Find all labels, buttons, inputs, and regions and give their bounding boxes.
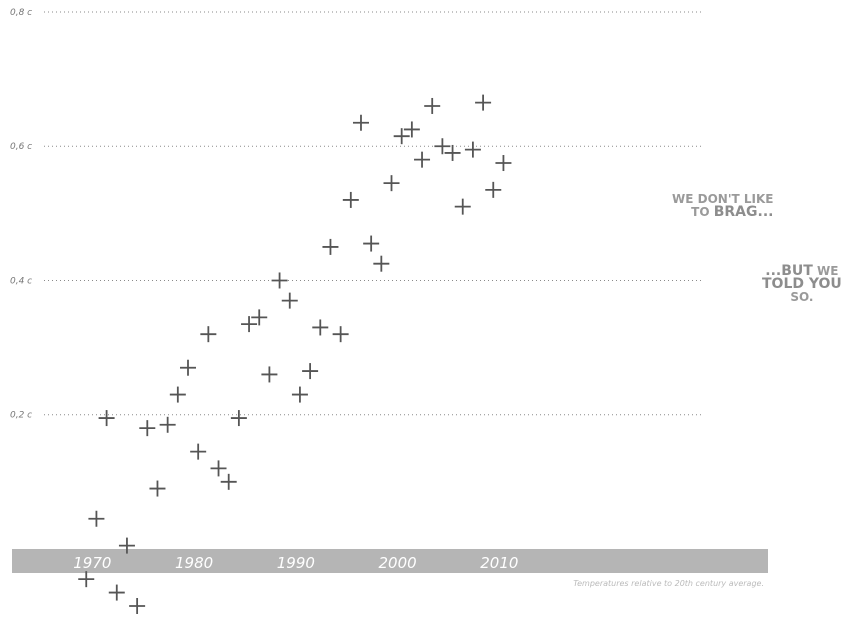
- data-point: [322, 238, 339, 255]
- data-point: [261, 366, 278, 383]
- data-point: [454, 198, 471, 215]
- data-point: [190, 443, 207, 460]
- data-point: [251, 309, 268, 326]
- data-point: [393, 128, 410, 145]
- data-point: [291, 386, 308, 403]
- data-point: [200, 326, 217, 343]
- data-point: [434, 138, 451, 155]
- y-tick-label: 0,6 c: [10, 142, 32, 152]
- annotation-told-rest: we: [812, 264, 839, 278]
- data-point: [169, 386, 186, 403]
- data-point: [352, 114, 369, 131]
- data-point: [475, 94, 492, 111]
- annotation-brag-prefix: to: [691, 205, 714, 219]
- data-point: [220, 473, 237, 490]
- data-point: [485, 181, 502, 198]
- data-point: [464, 141, 481, 158]
- annotation-told-line3: so.: [790, 290, 814, 304]
- x-axis-band: [12, 549, 768, 573]
- data-point: [78, 571, 95, 588]
- data-point: [444, 144, 461, 161]
- data-point: [302, 363, 319, 380]
- y-tick-label: 0,4 c: [10, 276, 32, 286]
- data-point: [88, 510, 105, 527]
- data-point: [210, 460, 227, 477]
- data-point: [281, 292, 298, 309]
- annotation-told-line1: ...but we: [762, 263, 842, 279]
- y-tick-label: 0,2 c: [10, 411, 32, 421]
- data-point: [129, 598, 146, 614]
- data-point: [108, 584, 125, 601]
- data-point: [403, 121, 420, 138]
- data-point: [363, 235, 380, 252]
- annotation-brag: We don't like to brag...: [672, 192, 774, 220]
- data-point: [383, 175, 400, 192]
- data-point: [159, 416, 176, 433]
- x-tick-label: 1970: [73, 554, 111, 572]
- data-point: [98, 410, 115, 427]
- data-point: [342, 191, 359, 208]
- data-point: [149, 480, 166, 497]
- data-point: [230, 410, 247, 427]
- data-point: [332, 326, 349, 343]
- data-point: [312, 319, 329, 336]
- y-tick-label: 0,8 c: [10, 8, 32, 18]
- annotation-told-line2: told you: [762, 276, 842, 292]
- data-point: [414, 151, 431, 168]
- x-tick-label: 1990: [277, 554, 315, 572]
- data-point: [180, 359, 196, 376]
- data-point: [424, 97, 441, 114]
- data-point: [271, 272, 288, 289]
- x-tick-labels: 1970 1980 1990 2000 2010: [73, 554, 518, 572]
- gridlines: [44, 11, 704, 416]
- annotation-told-emph1: ...but: [765, 263, 813, 279]
- axis-note: Temperatures relative to 20th century av…: [573, 579, 764, 588]
- data-points: [78, 94, 512, 614]
- data-point: [373, 255, 390, 272]
- x-tick-label: 2000: [379, 554, 417, 572]
- y-tick-labels: 0,2 c 0,4 c 0,6 c 0,8 c: [10, 8, 32, 421]
- annotation-told-you: ...but we told you so.: [762, 263, 842, 304]
- data-point: [118, 537, 135, 554]
- data-point: [241, 316, 258, 333]
- x-tick-label: 1980: [175, 554, 213, 572]
- annotation-brag-line2: to brag...: [672, 204, 774, 220]
- x-tick-label: 2010: [480, 554, 518, 572]
- annotation-brag-line1: We don't like: [672, 192, 774, 206]
- data-point: [495, 155, 512, 172]
- data-point: [139, 420, 156, 437]
- annotation-brag-emph: brag...: [713, 204, 774, 220]
